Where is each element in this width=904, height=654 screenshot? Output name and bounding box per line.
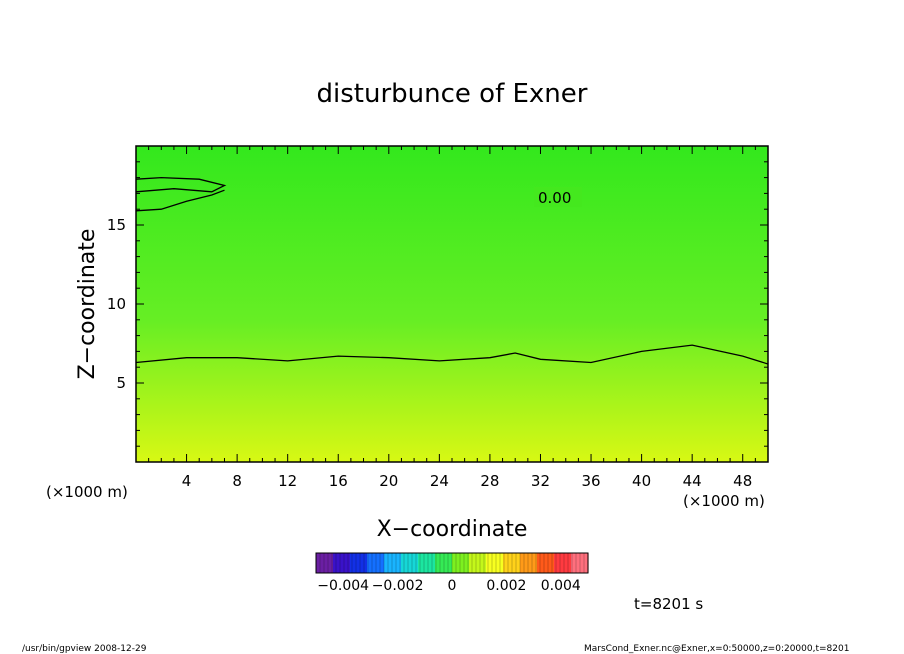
colorbar-tick-label: 0.002 <box>486 578 526 594</box>
colorbar-swatch <box>418 553 436 573</box>
x-axis-label: X−coordinate <box>377 517 528 542</box>
x-tick-label: 16 <box>329 472 348 490</box>
time-label: t=8201 s <box>634 595 703 613</box>
colorbar-frame <box>315 552 589 574</box>
colorbar <box>316 553 589 573</box>
x-tick-label: 36 <box>581 472 600 490</box>
chart-title: disturbunce of Exner <box>317 79 588 109</box>
colorbar-tick-label: −0.002 <box>372 578 424 594</box>
x-tick-label: 12 <box>278 472 297 490</box>
y-axis-ticks: 5 10 15 <box>107 145 768 463</box>
x-unit-right: (×1000 m) <box>683 492 765 510</box>
contour-line-2 <box>136 176 227 193</box>
x-axis-ticks: 4 8 12 16 20 24 28 32 36 40 44 48 <box>135 146 769 490</box>
x-tick-label: 20 <box>379 472 398 490</box>
footer-right: MarsCond_Exner.nc@Exner,x=0:50000,z=0:20… <box>584 644 849 654</box>
colorbar-tick-labels: −0.004 −0.002 0 0.002 0.004 <box>317 578 581 594</box>
y-tick-label: 15 <box>107 216 126 234</box>
colorbar-tick-label: 0 <box>448 578 457 594</box>
colorbar-swatch <box>367 553 385 573</box>
footer-left: /usr/bin/gpview 2008-12-29 <box>22 644 147 654</box>
colorbar-swatch <box>384 553 402 573</box>
x-tick-label: 40 <box>632 472 651 490</box>
y-axis-label: Z−coordinate <box>75 229 100 380</box>
x-tick-label: 44 <box>683 472 702 490</box>
x-tick-label: 28 <box>480 472 499 490</box>
contour-line-0 <box>136 344 768 365</box>
plot-field <box>136 146 768 462</box>
contour-line-1 <box>136 189 225 212</box>
x-tick-label: 24 <box>430 472 449 490</box>
colorbar-swatch <box>571 553 589 573</box>
y-tick-label: 10 <box>107 295 126 313</box>
colorbar-swatch <box>486 553 504 573</box>
colorbar-swatch <box>316 553 334 573</box>
colorbar-swatch <box>469 553 487 573</box>
colorbar-swatch <box>554 553 572 573</box>
x-tick-label: 8 <box>232 472 242 490</box>
colorbar-swatch <box>452 553 470 573</box>
colorbar-swatch <box>350 553 368 573</box>
contour-label-bg <box>534 187 582 207</box>
colorbar-swatch <box>537 553 555 573</box>
x-tick-label: 4 <box>182 472 192 490</box>
contour-lines <box>136 176 768 365</box>
colorbar-swatch <box>401 553 419 573</box>
contour-label: 0.00 <box>538 189 571 207</box>
y-tick-label: 5 <box>116 374 126 392</box>
x-unit-left: (×1000 m) <box>46 483 128 501</box>
colorbar-tick-label: 0.004 <box>541 578 581 594</box>
colorbar-swatch <box>435 553 453 573</box>
x-tick-label: 48 <box>733 472 752 490</box>
colorbar-tick-label: −0.004 <box>317 578 369 594</box>
colorbar-swatch <box>503 553 521 573</box>
colorbar-swatch <box>333 553 351 573</box>
x-tick-label: 32 <box>531 472 550 490</box>
colorbar-swatch <box>520 553 538 573</box>
